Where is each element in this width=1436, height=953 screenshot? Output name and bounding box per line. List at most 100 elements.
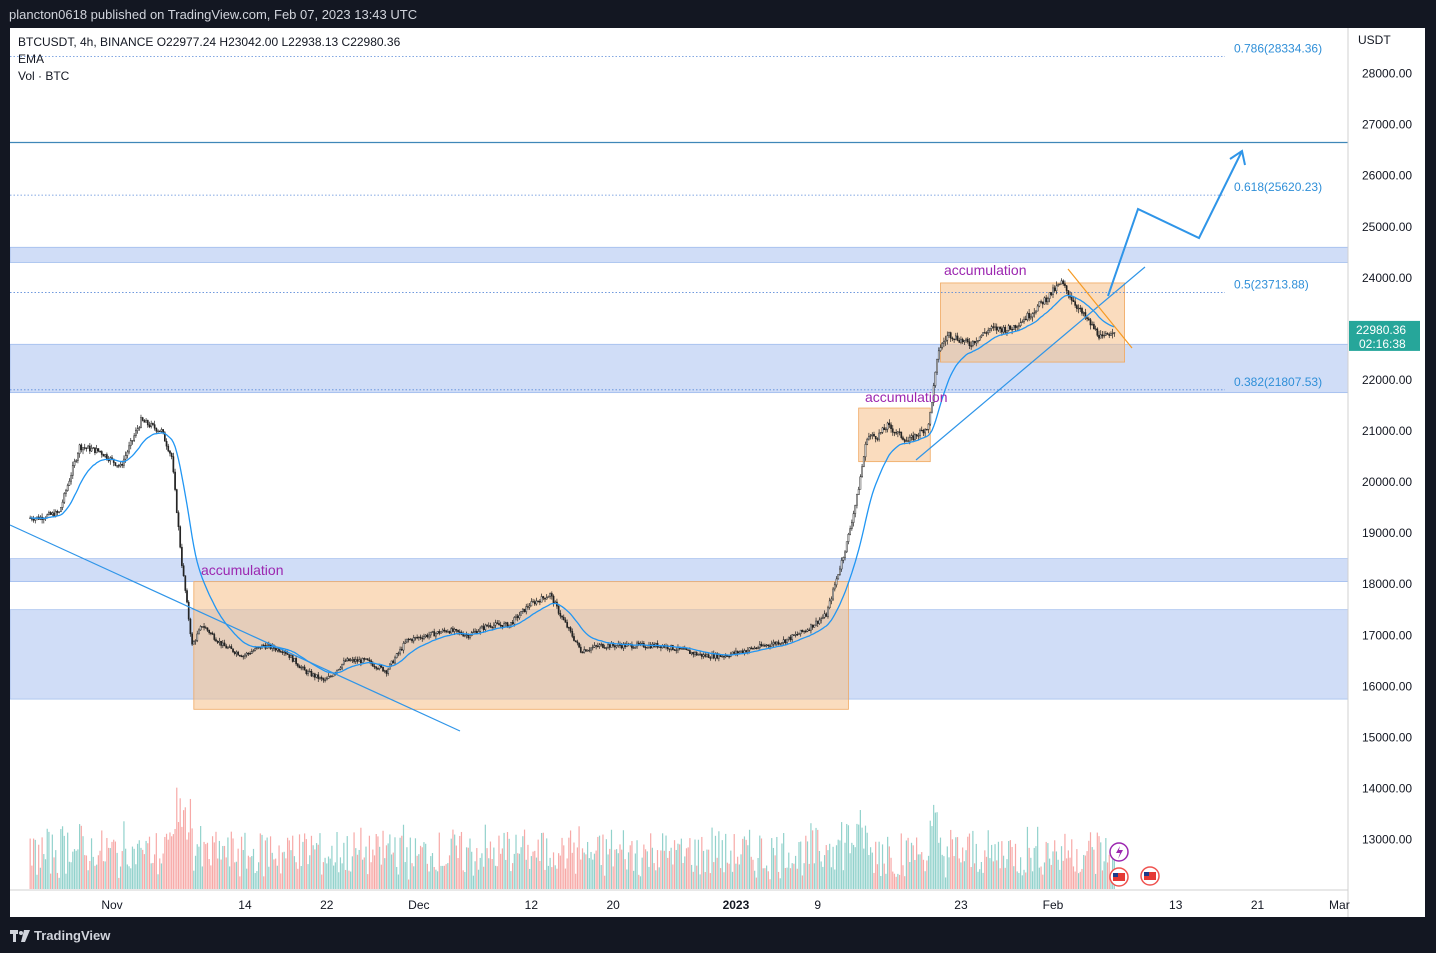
candle-body <box>862 456 865 468</box>
candle-body <box>428 634 430 638</box>
candle-body <box>445 630 447 633</box>
candle-body <box>850 522 853 529</box>
candle-body <box>1048 292 1051 299</box>
volume-bar <box>431 853 434 889</box>
volume-bar <box>968 833 971 889</box>
candle-body <box>322 678 325 681</box>
fib-label-2: 0.5(23713.88) <box>1234 277 1309 291</box>
volume-bar <box>131 846 134 889</box>
candle-body <box>32 519 35 521</box>
volume-bar <box>1021 875 1023 889</box>
candle-body <box>789 636 792 641</box>
volume-bar <box>742 838 744 889</box>
volume-bar <box>302 841 304 889</box>
volume-bar <box>389 834 391 889</box>
volume-bar <box>675 849 677 889</box>
volume-bar <box>1023 869 1025 889</box>
candle-body <box>615 645 618 648</box>
candle-body <box>741 650 744 654</box>
candle-body <box>985 332 988 334</box>
volume-bar <box>87 870 89 889</box>
candle-body <box>685 648 688 650</box>
price-tick-label: 26000.00 <box>1362 169 1412 183</box>
volume-bar <box>488 858 490 889</box>
volume-bar <box>818 851 821 889</box>
candle-body <box>380 665 383 668</box>
candle-body <box>1006 330 1008 333</box>
candle-body <box>116 465 118 467</box>
candle-body <box>588 649 591 652</box>
candle-body <box>327 676 330 679</box>
candle-body <box>332 673 335 677</box>
volume-bar <box>772 847 775 889</box>
volume-bar <box>481 853 483 889</box>
candle-body <box>799 629 802 635</box>
volume-bar <box>718 831 720 889</box>
volume-bar <box>493 847 495 889</box>
volume-bar <box>689 838 691 889</box>
volume-bar <box>892 871 894 889</box>
volume-bar <box>846 823 848 889</box>
volume-bar <box>1011 846 1013 889</box>
volume-bar <box>1014 843 1017 889</box>
legend-ema[interactable]: EMA <box>18 52 45 66</box>
candle-body <box>129 440 132 447</box>
volume-bar <box>1002 855 1005 889</box>
volume-bar <box>585 854 587 889</box>
volume-bar <box>321 874 323 889</box>
publisher-bar: plancton0618 published on TradingView.co… <box>0 0 1436 28</box>
legend-volume[interactable]: Vol · BTC <box>18 69 70 83</box>
candle-body <box>893 431 896 434</box>
volume-bar <box>268 866 270 889</box>
volume-bar <box>454 834 456 889</box>
volume-bar <box>691 864 693 889</box>
volume-bar <box>367 874 369 889</box>
candle-body <box>383 670 386 672</box>
chart-canvas[interactable]: 0.786(28334.36) 0.618(25620.23) 0.5(23713.… <box>10 28 1425 917</box>
candle-body <box>603 647 606 649</box>
volume-bar <box>230 831 232 889</box>
candle-body <box>767 644 770 646</box>
volume-bar <box>929 820 931 889</box>
candle-body <box>794 634 797 636</box>
volume-bar <box>725 833 727 889</box>
volume-bar <box>181 826 183 889</box>
candle-body <box>221 642 224 646</box>
candle-body <box>982 332 984 336</box>
candle-body <box>769 645 771 647</box>
candle-body <box>232 648 234 653</box>
candle-body <box>586 650 589 652</box>
volume-bar <box>385 845 388 889</box>
candle-body <box>417 636 420 639</box>
candle-body <box>158 430 161 432</box>
candle-body <box>544 597 546 600</box>
candle-body <box>331 675 333 678</box>
volume-bar <box>767 871 769 889</box>
volume-bar <box>714 835 717 889</box>
volume-bar <box>1048 858 1051 889</box>
volume-bar <box>464 872 466 889</box>
candle-body <box>1033 312 1036 314</box>
tradingview-logo[interactable]: TradingView <box>10 928 110 943</box>
candle-body <box>605 647 608 649</box>
volume-bar <box>147 843 149 889</box>
candle-body <box>562 616 565 621</box>
volume-bar <box>919 854 921 889</box>
legend-symbol[interactable]: BTCUSDT, 4h, BINANCE O22977.24 H23042.00… <box>18 35 401 49</box>
volume-bar <box>685 848 688 889</box>
candle-body <box>690 652 693 654</box>
candle-body <box>550 593 553 597</box>
volume-bar <box>740 854 742 889</box>
volume-bar <box>315 843 318 889</box>
candle-body <box>1007 325 1010 331</box>
volume-bar <box>588 858 590 889</box>
chart-panel[interactable]: 0.786(28334.36) 0.618(25620.23) 0.5(23713.… <box>10 28 1425 917</box>
candle-body <box>235 651 238 654</box>
candle-body <box>966 338 969 343</box>
fib-layer: 0.786(28334.36) 0.618(25620.23) 0.5(23713.… <box>10 42 1348 391</box>
candle-body <box>527 606 529 608</box>
volume-bar <box>576 847 578 889</box>
volume-bar <box>1077 873 1080 889</box>
volume-bar <box>924 871 926 889</box>
volume-bar <box>1013 866 1015 889</box>
